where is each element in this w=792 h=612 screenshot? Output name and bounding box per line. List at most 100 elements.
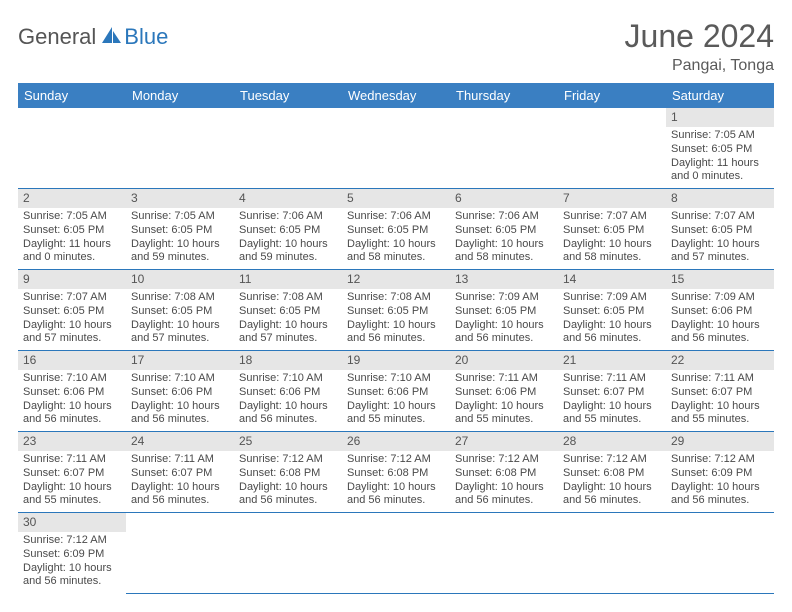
day-number: 9 (18, 270, 126, 289)
daylight-line: Daylight: 10 hours and 59 minutes. (239, 238, 337, 266)
day-number: 2 (18, 189, 126, 208)
day-number: 5 (342, 189, 450, 208)
sunset-line: Sunset: 6:06 PM (131, 386, 229, 400)
daylight-line: Daylight: 10 hours and 58 minutes. (347, 238, 445, 266)
sunrise-line: Sunrise: 7:12 AM (239, 453, 337, 467)
daylight-line: Daylight: 10 hours and 56 minutes. (23, 562, 121, 590)
calendar-cell-empty (126, 513, 234, 594)
day-number: 4 (234, 189, 342, 208)
sunset-line: Sunset: 6:07 PM (131, 467, 229, 481)
daylight-line: Daylight: 10 hours and 55 minutes. (455, 400, 553, 428)
day-body: Sunrise: 7:10 AMSunset: 6:06 PMDaylight:… (18, 370, 126, 431)
sunset-line: Sunset: 6:05 PM (347, 224, 445, 238)
day-number: 7 (558, 189, 666, 208)
sunrise-line: Sunrise: 7:09 AM (455, 291, 553, 305)
sunrise-line: Sunrise: 7:10 AM (131, 372, 229, 386)
day-body: Sunrise: 7:12 AMSunset: 6:09 PMDaylight:… (666, 451, 774, 512)
sunrise-line: Sunrise: 7:12 AM (671, 453, 769, 467)
sunrise-line: Sunrise: 7:08 AM (131, 291, 229, 305)
sunrise-line: Sunrise: 7:05 AM (131, 210, 229, 224)
calendar-cell: 14Sunrise: 7:09 AMSunset: 6:05 PMDayligh… (558, 270, 666, 351)
sunrise-line: Sunrise: 7:11 AM (23, 453, 121, 467)
day-number: 13 (450, 270, 558, 289)
calendar-cell: 9Sunrise: 7:07 AMSunset: 6:05 PMDaylight… (18, 270, 126, 351)
sunrise-line: Sunrise: 7:08 AM (347, 291, 445, 305)
sunrise-line: Sunrise: 7:10 AM (239, 372, 337, 386)
sunrise-line: Sunrise: 7:06 AM (239, 210, 337, 224)
calendar-cell: 22Sunrise: 7:11 AMSunset: 6:07 PMDayligh… (666, 351, 774, 432)
calendar-cell: 15Sunrise: 7:09 AMSunset: 6:06 PMDayligh… (666, 270, 774, 351)
daylight-line: Daylight: 10 hours and 55 minutes. (347, 400, 445, 428)
sunset-line: Sunset: 6:06 PM (239, 386, 337, 400)
calendar-cell-empty (558, 513, 666, 594)
calendar-cell: 30Sunrise: 7:12 AMSunset: 6:09 PMDayligh… (18, 513, 126, 594)
calendar-cell: 1Sunrise: 7:05 AMSunset: 6:05 PMDaylight… (666, 108, 774, 189)
daylight-line: Daylight: 10 hours and 56 minutes. (131, 481, 229, 509)
calendar-cell: 25Sunrise: 7:12 AMSunset: 6:08 PMDayligh… (234, 432, 342, 513)
page-title: June 2024 (625, 18, 774, 55)
sunset-line: Sunset: 6:05 PM (455, 224, 553, 238)
calendar-cell: 17Sunrise: 7:10 AMSunset: 6:06 PMDayligh… (126, 351, 234, 432)
sunrise-line: Sunrise: 7:12 AM (347, 453, 445, 467)
day-body: Sunrise: 7:06 AMSunset: 6:05 PMDaylight:… (342, 208, 450, 269)
calendar-cell-empty (342, 108, 450, 189)
weekday-header: Thursday (450, 83, 558, 108)
calendar-row: 30Sunrise: 7:12 AMSunset: 6:09 PMDayligh… (18, 513, 774, 594)
page-subtitle: Pangai, Tonga (625, 57, 774, 75)
day-body: Sunrise: 7:09 AMSunset: 6:05 PMDaylight:… (450, 289, 558, 350)
day-body: Sunrise: 7:05 AMSunset: 6:05 PMDaylight:… (666, 127, 774, 188)
day-body: Sunrise: 7:12 AMSunset: 6:09 PMDaylight:… (18, 532, 126, 593)
sunrise-line: Sunrise: 7:06 AM (455, 210, 553, 224)
day-body: Sunrise: 7:09 AMSunset: 6:05 PMDaylight:… (558, 289, 666, 350)
logo-text-general: General (18, 24, 96, 50)
daylight-line: Daylight: 10 hours and 56 minutes. (131, 400, 229, 428)
calendar-cell: 18Sunrise: 7:10 AMSunset: 6:06 PMDayligh… (234, 351, 342, 432)
day-number: 19 (342, 351, 450, 370)
day-number: 3 (126, 189, 234, 208)
calendar-cell-empty (558, 108, 666, 189)
daylight-line: Daylight: 10 hours and 56 minutes. (563, 481, 661, 509)
sunset-line: Sunset: 6:05 PM (347, 305, 445, 319)
sunrise-line: Sunrise: 7:12 AM (455, 453, 553, 467)
day-body: Sunrise: 7:10 AMSunset: 6:06 PMDaylight:… (234, 370, 342, 431)
daylight-line: Daylight: 10 hours and 56 minutes. (347, 481, 445, 509)
calendar-cell-empty (450, 513, 558, 594)
sunrise-line: Sunrise: 7:09 AM (563, 291, 661, 305)
day-number: 18 (234, 351, 342, 370)
day-body: Sunrise: 7:07 AMSunset: 6:05 PMDaylight:… (558, 208, 666, 269)
sunset-line: Sunset: 6:07 PM (23, 467, 121, 481)
sunset-line: Sunset: 6:06 PM (455, 386, 553, 400)
daylight-line: Daylight: 10 hours and 56 minutes. (239, 481, 337, 509)
day-number: 10 (126, 270, 234, 289)
sunset-line: Sunset: 6:05 PM (131, 305, 229, 319)
day-number: 14 (558, 270, 666, 289)
calendar-cell: 28Sunrise: 7:12 AMSunset: 6:08 PMDayligh… (558, 432, 666, 513)
sunrise-line: Sunrise: 7:11 AM (671, 372, 769, 386)
sunset-line: Sunset: 6:05 PM (239, 224, 337, 238)
day-number: 30 (18, 513, 126, 532)
daylight-line: Daylight: 10 hours and 56 minutes. (239, 400, 337, 428)
sunset-line: Sunset: 6:05 PM (563, 224, 661, 238)
daylight-line: Daylight: 10 hours and 55 minutes. (671, 400, 769, 428)
sunrise-line: Sunrise: 7:07 AM (563, 210, 661, 224)
calendar-body: 1Sunrise: 7:05 AMSunset: 6:05 PMDaylight… (18, 108, 774, 593)
daylight-line: Daylight: 10 hours and 57 minutes. (131, 319, 229, 347)
calendar-cell: 13Sunrise: 7:09 AMSunset: 6:05 PMDayligh… (450, 270, 558, 351)
sunrise-line: Sunrise: 7:11 AM (563, 372, 661, 386)
daylight-line: Daylight: 10 hours and 58 minutes. (455, 238, 553, 266)
sunrise-line: Sunrise: 7:11 AM (131, 453, 229, 467)
day-number: 6 (450, 189, 558, 208)
day-number: 20 (450, 351, 558, 370)
weekday-header-row: Sunday Monday Tuesday Wednesday Thursday… (18, 83, 774, 108)
calendar-cell: 29Sunrise: 7:12 AMSunset: 6:09 PMDayligh… (666, 432, 774, 513)
day-body: Sunrise: 7:12 AMSunset: 6:08 PMDaylight:… (234, 451, 342, 512)
day-number: 8 (666, 189, 774, 208)
day-number: 22 (666, 351, 774, 370)
day-body: Sunrise: 7:12 AMSunset: 6:08 PMDaylight:… (342, 451, 450, 512)
sunset-line: Sunset: 6:06 PM (671, 305, 769, 319)
sunrise-line: Sunrise: 7:07 AM (671, 210, 769, 224)
calendar-row: 2Sunrise: 7:05 AMSunset: 6:05 PMDaylight… (18, 189, 774, 270)
day-body: Sunrise: 7:11 AMSunset: 6:07 PMDaylight:… (666, 370, 774, 431)
daylight-line: Daylight: 11 hours and 0 minutes. (23, 238, 121, 266)
day-body: Sunrise: 7:12 AMSunset: 6:08 PMDaylight:… (450, 451, 558, 512)
